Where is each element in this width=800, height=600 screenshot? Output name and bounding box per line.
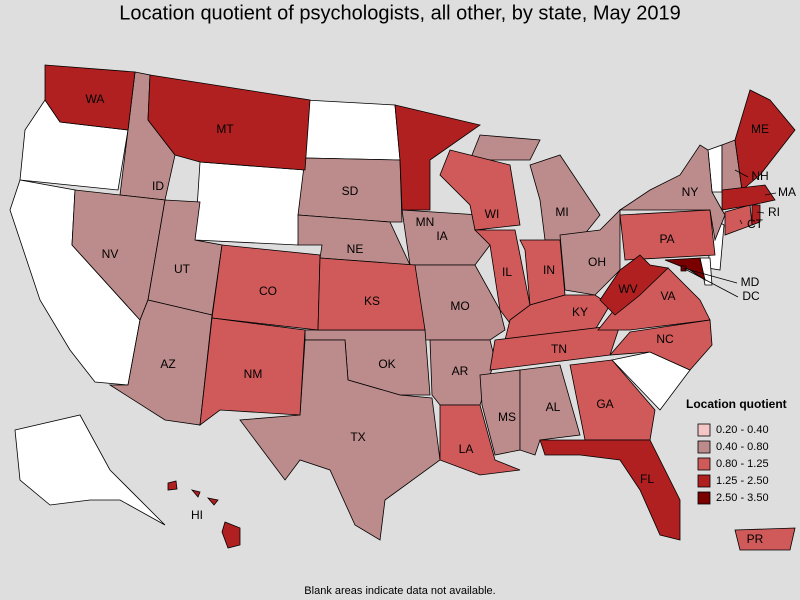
- state-label: NE: [347, 242, 364, 256]
- state: [297, 157, 403, 223]
- state: [479, 369, 521, 456]
- state-label: KS: [364, 294, 380, 308]
- state-group: ID NV UT AZ SD NE IA MO OK TX AR MS AL MI OH NY NH CO NM KS…: [44, 64, 796, 551]
- state: [439, 404, 521, 476]
- legend-label: 0.40 - 0.80: [716, 441, 769, 453]
- state-label: PR: [747, 532, 764, 546]
- state-label: AL: [546, 400, 561, 414]
- state: [317, 257, 426, 331]
- state-label: NC: [656, 332, 674, 346]
- state: [304, 99, 401, 161]
- leader-lines: [682, 169, 777, 298]
- state-label: ID: [152, 179, 164, 193]
- leader-line: [739, 219, 743, 225]
- state-label: NY: [682, 185, 699, 199]
- state: [734, 527, 796, 551]
- state-label: TX: [350, 430, 365, 444]
- state-label: MI: [555, 205, 568, 219]
- state-label: IL: [502, 265, 512, 279]
- state-label: PA: [659, 232, 674, 246]
- state-label: DC: [742, 289, 760, 303]
- state-label: OH: [588, 255, 606, 269]
- state: [199, 317, 306, 426]
- state-label: WI: [485, 207, 500, 221]
- leader-line: [756, 211, 765, 214]
- state-label: WV: [618, 282, 637, 296]
- state-label: WA: [86, 92, 105, 106]
- state-label: NV: [102, 247, 119, 261]
- leader-line: [764, 192, 777, 196]
- state: [619, 209, 716, 261]
- legend-swatch: [697, 491, 711, 505]
- legend-label: 0.20 - 0.40: [716, 424, 769, 436]
- state-label: HI: [191, 508, 203, 522]
- state-label: IN: [543, 263, 555, 277]
- legend-label: 1.25 - 2.50: [716, 475, 769, 487]
- state-label: UT: [174, 262, 191, 276]
- state: [569, 359, 656, 441]
- state-label: AR: [452, 364, 469, 378]
- state-label: KY: [572, 305, 588, 319]
- state: [14, 414, 166, 526]
- state: [394, 104, 481, 211]
- legend: Location quotient 0.20 - 0.40 0.40 - 0.80…: [686, 397, 787, 505]
- legend-swatch: [697, 440, 711, 454]
- state: [147, 74, 311, 171]
- leader-line: [682, 267, 739, 298]
- blank-states: [9, 99, 725, 526]
- state: [609, 319, 713, 371]
- state-label: OK: [378, 357, 395, 371]
- state-label: IA: [436, 229, 447, 243]
- map-title: Location quotient of psychologists, all …: [119, 2, 680, 24]
- note: Blank areas indicate data not available.: [304, 585, 495, 597]
- state: [721, 184, 776, 211]
- leader-line: [689, 269, 738, 284]
- leader-line: [734, 169, 749, 178]
- state-label: RI: [768, 205, 780, 219]
- state: [239, 339, 441, 541]
- state-label: ME: [751, 122, 769, 136]
- state-label: MD: [741, 275, 760, 289]
- legend-title: Location quotient: [686, 397, 787, 411]
- state-label: MO: [450, 299, 469, 313]
- state: [751, 204, 761, 226]
- state: [599, 254, 669, 316]
- state: [44, 64, 136, 131]
- state-label: SD: [342, 184, 359, 198]
- state-label: CO: [259, 284, 277, 298]
- state-label: MS: [498, 410, 516, 424]
- state-label: CT: [747, 217, 764, 231]
- state-label: MN: [416, 215, 435, 229]
- legend-swatch: [697, 423, 711, 437]
- state-label: MT: [216, 122, 234, 136]
- legend-label: 0.80 - 1.25: [716, 458, 769, 470]
- state: [618, 144, 726, 242]
- state: [194, 161, 306, 246]
- state-label: NH: [751, 169, 768, 183]
- state-label: FL: [640, 472, 654, 486]
- legend-swatch: [697, 474, 711, 488]
- state: [167, 480, 241, 549]
- legend-swatch: [697, 457, 711, 471]
- state-label: MA: [778, 185, 796, 199]
- state-label: NM: [244, 367, 263, 381]
- state-label: GA: [596, 397, 613, 411]
- state: [539, 439, 681, 541]
- state-label: TN: [551, 342, 567, 356]
- state: [401, 209, 491, 266]
- state-label: AZ: [160, 357, 175, 371]
- legend-label: 2.50 - 3.50: [716, 492, 769, 504]
- state-label: VA: [660, 289, 675, 303]
- state-label: LA: [459, 442, 474, 456]
